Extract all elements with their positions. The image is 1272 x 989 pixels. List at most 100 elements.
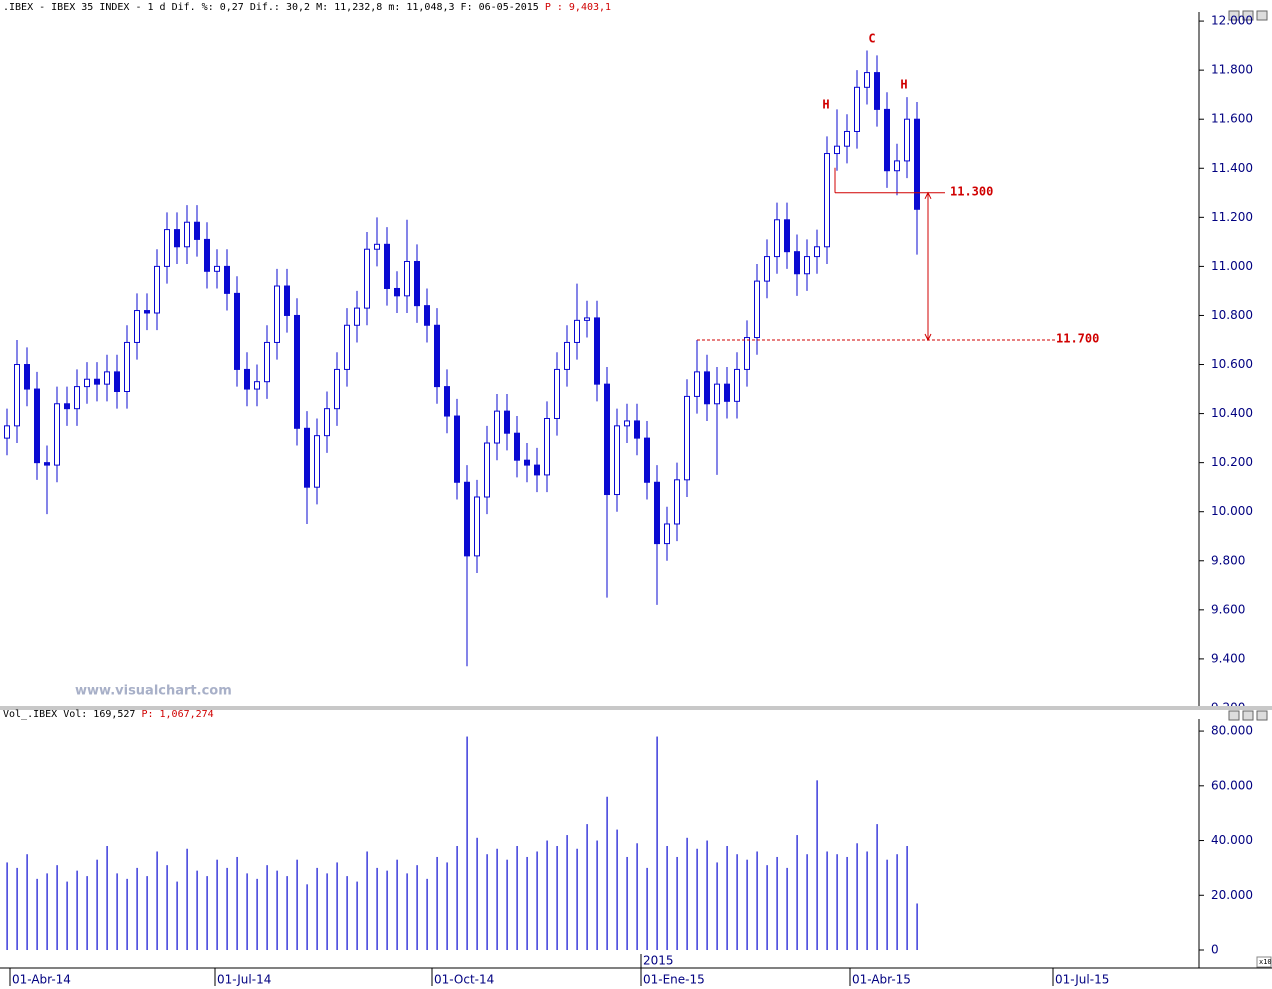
volume-bar [426,878,428,951]
volume-bar [856,843,858,951]
candle-body [164,229,170,267]
candle-body [634,420,640,439]
candle-body [14,364,20,427]
button[interactable] [1242,10,1254,21]
volume-bar [806,854,808,951]
volume-bar [896,854,898,951]
watermark: www.visualchart.com [75,684,232,699]
volume-bar [486,854,488,951]
volume-bar [136,867,138,951]
candle-body [324,408,330,437]
volume-tick-label: 80.000 [1211,724,1253,738]
candle-body [804,256,810,275]
volume-bar [506,859,508,951]
y-tick-label: 11.400 [1211,161,1253,175]
candle-body [684,395,690,481]
volume-bar [316,867,318,951]
price-pane: 9.200 9.400 9.600 9.800 10.000 10.200 10.400 10… [4,14,1253,714]
volume-bar [126,878,128,951]
button[interactable] [1242,710,1254,721]
x-tick-label: 01-Oct-14 [434,973,494,987]
volume-tick-label: 0 [1211,943,1219,957]
candle-body [154,265,160,314]
volume-bar [606,796,608,951]
volume-bar [916,903,918,951]
volume-bar [176,881,178,951]
volume-bar [836,854,838,951]
pattern-label: H [822,97,829,111]
x-tick-label: 01-Jul-14 [217,973,271,987]
volume-bar [906,846,908,951]
y-tick-label: 11.800 [1211,63,1253,77]
header-price: P : 9,403,1 [545,2,611,13]
volume-bar [706,840,708,951]
volume-bar [406,873,408,951]
volume-bar [796,835,798,951]
candle-body [54,403,60,466]
candle-body [44,462,50,466]
candle-body [644,437,650,483]
candle-body [284,285,290,316]
volume-tick-label: 40.000 [1211,833,1253,847]
candle-body [654,481,660,545]
volume-bar [26,854,28,951]
candle-body [334,368,340,410]
volume-bar [776,856,778,951]
volume-bar [296,859,298,951]
candle-body [74,386,80,410]
button[interactable] [1228,710,1240,721]
candle-body [364,248,370,309]
candle-body [404,260,410,297]
y-tick-label: 11.200 [1211,210,1253,224]
button[interactable] [1256,710,1268,721]
volume-tick-label: 60.000 [1211,778,1253,792]
y-tick-label: 10.400 [1211,406,1253,420]
volume-bar [376,867,378,951]
candle-body [424,305,430,326]
volume-bar [286,876,288,951]
volume-bar [146,876,148,951]
candle-body [884,108,890,172]
candle-body [614,425,620,496]
candle-body [834,145,840,155]
candle-body [574,319,580,343]
x-tick-label: 01-Jul-15 [1055,973,1109,987]
unit-label: x10 [1259,958,1272,966]
candle-body [174,229,180,248]
candle-body [394,287,400,297]
button[interactable] [1228,10,1240,21]
candle-body [624,420,630,427]
volume-bar [336,862,338,951]
volume-bar [346,876,348,951]
candle-body [454,415,460,483]
target-label: 11.700 [1056,331,1099,345]
candle-body [124,341,130,393]
volume-bar [216,859,218,951]
candle-body [414,260,420,307]
volume-bar [676,856,678,951]
candle-body [464,481,470,557]
candle-body [304,427,310,488]
volume-bar [206,876,208,951]
candle-body [854,86,860,132]
volume-bar [436,856,438,951]
volume-bar [466,736,468,951]
volume-header-text: Vol_.IBEX Vol: 169,527 [3,709,135,720]
arrow-head [924,333,932,342]
candle-body [94,378,100,385]
volume-bar [866,851,868,951]
volume-bar [76,870,78,951]
candle-body [494,410,500,444]
candle-body [514,432,520,461]
candle-body [724,383,730,402]
button[interactable] [1256,10,1268,21]
volume-bar [226,867,228,951]
candle-body [564,341,570,370]
y-tick-label: 9.200 [1211,700,1245,714]
candle-body [314,435,320,488]
candle-body [744,337,750,370]
volume-bar [496,848,498,951]
volume-bar [66,881,68,951]
